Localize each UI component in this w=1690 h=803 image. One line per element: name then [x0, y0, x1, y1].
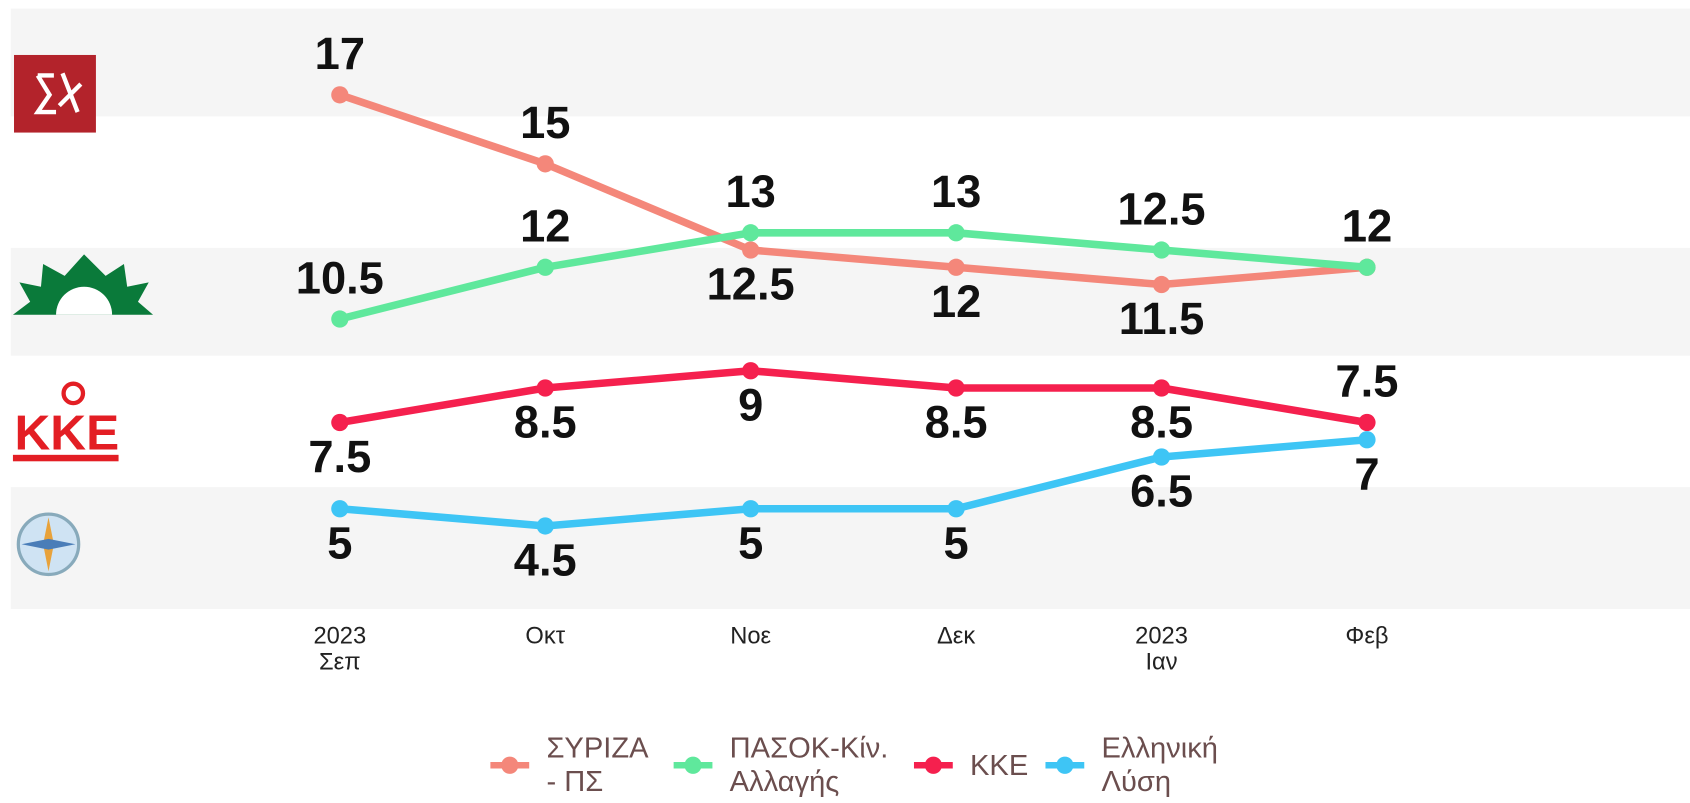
value-label: 7.5 — [308, 431, 371, 482]
point — [1358, 413, 1376, 432]
band — [10, 247, 1690, 356]
point — [947, 379, 965, 397]
value-label: 10.5 — [296, 252, 384, 303]
point — [947, 500, 965, 518]
value-label: 4.5 — [514, 535, 577, 586]
point — [1358, 431, 1376, 449]
legend-label: Ελληνική Λύση — [1101, 731, 1218, 798]
point — [947, 224, 965, 242]
x-tick-label: Οκτ — [525, 621, 566, 649]
value-label: 5 — [327, 517, 352, 568]
legend-label: ΚΚΕ — [970, 748, 1029, 781]
legend-label: ΣΥΡΙΖΑ - ΠΣ — [546, 731, 649, 798]
value-label: 5 — [738, 517, 763, 568]
point — [331, 310, 349, 328]
value-label: 9 — [738, 379, 763, 430]
point — [742, 224, 760, 242]
value-label: 17 — [315, 28, 365, 79]
svg-text:ΚΚΕ: ΚΚΕ — [14, 405, 119, 461]
point — [536, 258, 554, 276]
point — [947, 258, 965, 276]
value-label: 8.5 — [925, 397, 988, 448]
point — [1152, 275, 1171, 294]
point — [331, 413, 349, 432]
value-label: 5 — [944, 517, 969, 568]
band — [10, 8, 1690, 117]
legend-marker — [501, 756, 519, 774]
value-label: 12.5 — [707, 259, 795, 310]
x-tick-label: Φεβ — [1345, 621, 1389, 649]
value-label: 15 — [520, 97, 570, 148]
x-tick-label: Νοε — [730, 621, 772, 649]
logo-pasok — [12, 254, 154, 315]
value-label: 11.5 — [1119, 293, 1205, 344]
value-label: 13 — [726, 166, 776, 217]
value-label: 12.5 — [1118, 183, 1206, 234]
legend-marker — [1056, 756, 1074, 774]
value-label: 8.5 — [1130, 397, 1193, 448]
point — [742, 362, 760, 380]
point — [1152, 241, 1171, 259]
point — [742, 241, 760, 259]
point — [331, 86, 349, 104]
point — [536, 517, 554, 535]
value-label: 6.5 — [1130, 466, 1193, 517]
value-label: 8.5 — [514, 397, 577, 448]
point — [1152, 448, 1171, 466]
legend-marker — [684, 756, 702, 774]
legend-marker — [924, 756, 942, 774]
series-line — [338, 229, 1368, 323]
logo-syriza — [14, 54, 96, 133]
value-label: 7.5 — [1336, 356, 1399, 407]
logo-kke: ΚΚΕ — [12, 381, 119, 462]
point — [536, 155, 554, 173]
point — [331, 500, 349, 518]
x-tick-label: 2023 Σεπ — [313, 621, 367, 675]
point — [1358, 258, 1376, 276]
logo-elliniki-lysi — [16, 512, 81, 577]
point — [1152, 379, 1171, 397]
value-label: 12 — [931, 276, 981, 327]
value-label: 12 — [1342, 201, 1392, 252]
value-label: 13 — [931, 166, 981, 217]
point — [536, 379, 554, 397]
series-line — [339, 435, 1368, 530]
value-label: 12 — [1342, 201, 1392, 252]
x-tick-label: Δεκ — [936, 621, 976, 649]
value-label: 7 — [1354, 448, 1379, 499]
series-line — [339, 366, 1368, 427]
legend-label: ΠΑΣΟΚ-Κίν. Αλλαγής — [729, 731, 889, 798]
value-label: 12 — [520, 201, 570, 252]
series-line — [338, 91, 1368, 289]
x-tick-label: 2023 Ιαν — [1135, 621, 1188, 675]
point — [742, 500, 760, 518]
